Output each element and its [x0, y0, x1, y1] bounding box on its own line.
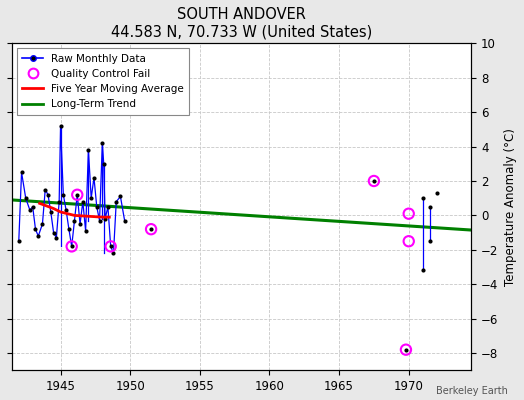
Point — [52, 234, 61, 241]
Point — [87, 195, 95, 202]
Point — [65, 226, 73, 232]
Point — [90, 174, 98, 181]
Text: Berkeley Earth: Berkeley Earth — [436, 386, 508, 396]
Point — [95, 217, 104, 224]
Point — [15, 238, 23, 244]
Point — [147, 226, 155, 232]
Point — [49, 230, 58, 236]
Point — [405, 238, 413, 244]
Point — [419, 195, 427, 202]
Point — [21, 195, 30, 202]
Point — [106, 243, 115, 250]
Point — [70, 217, 79, 224]
Point — [110, 250, 118, 256]
Point — [41, 186, 49, 193]
Point — [79, 198, 87, 205]
Point — [419, 267, 427, 274]
Title: SOUTH ANDOVER
44.583 N, 70.733 W (United States): SOUTH ANDOVER 44.583 N, 70.733 W (United… — [111, 7, 372, 39]
Point — [402, 346, 410, 353]
Point — [44, 192, 52, 198]
Point — [34, 233, 42, 239]
Point — [106, 243, 115, 250]
Legend: Raw Monthly Data, Quality Control Fail, Five Year Moving Average, Long-Term Tren: Raw Monthly Data, Quality Control Fail, … — [17, 48, 189, 114]
Point — [81, 228, 90, 234]
Point — [100, 160, 108, 167]
Point — [73, 192, 81, 198]
Point — [121, 217, 129, 224]
Point — [26, 207, 34, 214]
Point — [101, 216, 110, 222]
Point — [68, 243, 76, 250]
Point — [76, 221, 84, 227]
Point — [28, 204, 37, 210]
Point — [17, 169, 26, 176]
Point — [425, 238, 434, 244]
Point — [31, 226, 40, 232]
Y-axis label: Temperature Anomaly (°C): Temperature Anomaly (°C) — [504, 128, 517, 286]
Point — [57, 123, 65, 129]
Point — [38, 221, 47, 227]
Point — [370, 178, 378, 184]
Point — [425, 204, 434, 210]
Point — [73, 192, 81, 198]
Point — [370, 178, 378, 184]
Point — [62, 207, 70, 214]
Point — [98, 140, 106, 146]
Point — [68, 243, 76, 250]
Point — [104, 204, 112, 210]
Point — [84, 147, 93, 153]
Point — [93, 204, 101, 210]
Point — [112, 198, 121, 205]
Point — [147, 226, 155, 232]
Point — [116, 193, 125, 200]
Point — [402, 346, 410, 353]
Point — [59, 192, 68, 198]
Point — [47, 209, 55, 215]
Point — [405, 210, 413, 217]
Point — [432, 190, 441, 196]
Point — [55, 198, 63, 205]
